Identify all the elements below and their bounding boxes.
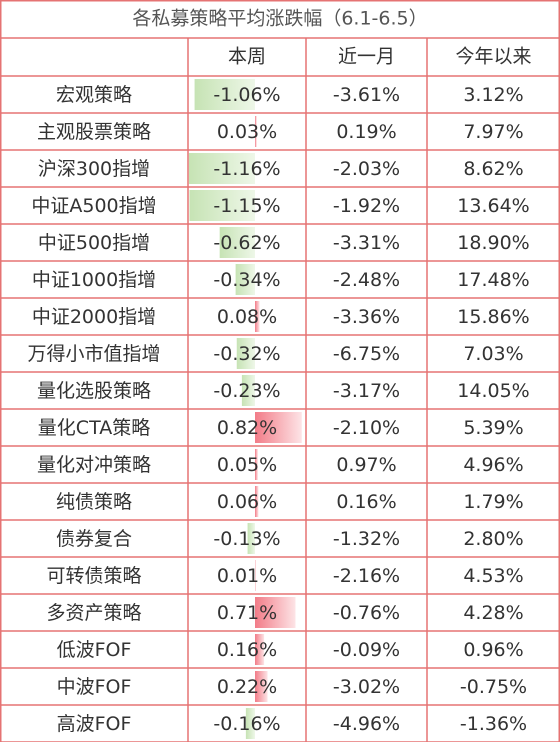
week-value: 0.71% (217, 602, 277, 624)
ytd-value: 4.28% (463, 602, 523, 624)
week-value: 0.82% (217, 417, 277, 439)
row-label: 多资产策略 (46, 602, 141, 624)
month-value: -3.31% (333, 232, 400, 254)
ytd-value: 4.53% (463, 565, 523, 587)
row-label: 中波FOF (57, 676, 132, 698)
month-value: 0.16% (336, 491, 396, 513)
month-value: -1.32% (333, 528, 400, 550)
positive-bar (255, 449, 258, 480)
month-value: -3.02% (333, 676, 400, 698)
ytd-value: 5.39% (463, 417, 523, 439)
negative-bar (188, 153, 255, 184)
ytd-value: -0.75% (460, 676, 527, 698)
week-value: 0.03% (217, 121, 277, 143)
week-value: -1.15% (213, 195, 280, 217)
ytd-value: 7.03% (463, 343, 523, 365)
ytd-value: -1.36% (460, 713, 527, 735)
row-label: 债券复合 (56, 528, 132, 550)
positive-bar (255, 671, 268, 702)
positive-bar (255, 412, 302, 443)
month-value: -0.76% (333, 602, 400, 624)
month-value: -3.36% (333, 306, 400, 328)
week-value: -1.16% (213, 158, 280, 180)
week-value: -0.62% (213, 232, 280, 254)
month-value: -0.09% (333, 639, 400, 661)
row-label: 中证A500指增 (31, 195, 156, 217)
ytd-value: 18.90% (457, 232, 529, 254)
week-value: 0.01% (217, 565, 277, 587)
ytd-value: 4.96% (463, 454, 523, 476)
row-label: 中证500指增 (38, 232, 150, 254)
week-value: -0.23% (213, 380, 280, 402)
negative-bar (236, 338, 255, 369)
negative-bar (219, 227, 255, 258)
row-label: 低波FOF (57, 639, 132, 661)
week-value: 0.22% (217, 676, 277, 698)
month-value: -6.75% (333, 343, 400, 365)
row-label: 宏观策略 (56, 84, 132, 106)
ytd-value: 7.97% (463, 121, 523, 143)
ytd-value: 13.64% (457, 195, 529, 217)
row-label: 量化选股策略 (37, 380, 151, 402)
week-value: -0.16% (213, 713, 280, 735)
column-header: 今年以来 (455, 46, 531, 68)
month-value: -4.96% (333, 713, 400, 735)
negative-bar (189, 190, 255, 221)
row-label: 量化CTA策略 (38, 417, 150, 439)
row-label: 主观股票策略 (37, 121, 151, 143)
negative-bar (245, 708, 255, 739)
ytd-value: 3.12% (463, 84, 523, 106)
month-value: -3.61% (333, 84, 400, 106)
month-value: 0.19% (336, 121, 396, 143)
positive-bar (255, 301, 260, 332)
column-header: 本周 (228, 46, 266, 68)
ytd-value: 8.62% (463, 158, 523, 180)
positive-bar (255, 486, 259, 517)
month-value: -2.10% (333, 417, 400, 439)
negative-bar (194, 79, 255, 110)
week-value: -0.34% (213, 269, 280, 291)
week-value: 0.06% (217, 491, 277, 513)
month-value: -2.48% (333, 269, 400, 291)
ytd-value: 2.80% (463, 528, 523, 550)
table-title: 各私募策略平均涨跌幅（6.1-6.5） (132, 8, 427, 30)
ytd-value: 1.79% (463, 491, 523, 513)
month-value: -3.17% (333, 380, 400, 402)
week-value: -0.13% (213, 528, 280, 550)
week-value: 0.05% (217, 454, 277, 476)
row-label: 量化对冲策略 (37, 454, 151, 476)
month-value: -2.16% (333, 565, 400, 587)
ytd-value: 17.48% (457, 269, 529, 291)
row-label: 纯债策略 (56, 491, 132, 513)
ytd-value: 0.96% (463, 639, 523, 661)
row-label: 沪深300指增 (38, 158, 150, 180)
negative-bar (235, 264, 255, 295)
ytd-value: 14.05% (457, 380, 529, 402)
week-value: 0.08% (217, 306, 277, 328)
row-label: 中证2000指增 (32, 306, 156, 328)
ytd-value: 15.86% (457, 306, 529, 328)
row-label: 可转债策略 (46, 565, 141, 587)
week-value: -0.32% (213, 343, 280, 365)
week-value: 0.16% (217, 639, 277, 661)
month-value: -2.03% (333, 158, 400, 180)
row-label: 中证1000指增 (32, 269, 156, 291)
negative-bar (241, 375, 255, 406)
row-label: 万得小市值指增 (27, 343, 160, 365)
month-value: 0.97% (336, 454, 396, 476)
row-label: 高波FOF (57, 713, 132, 735)
month-value: -1.92% (333, 195, 400, 217)
positive-bar (255, 597, 296, 628)
positive-bar (255, 116, 257, 147)
column-header: 近一月 (338, 46, 395, 68)
positive-bar (255, 634, 265, 665)
positive-bar (255, 560, 256, 591)
negative-bar (247, 523, 255, 554)
week-value: -1.06% (213, 84, 280, 106)
